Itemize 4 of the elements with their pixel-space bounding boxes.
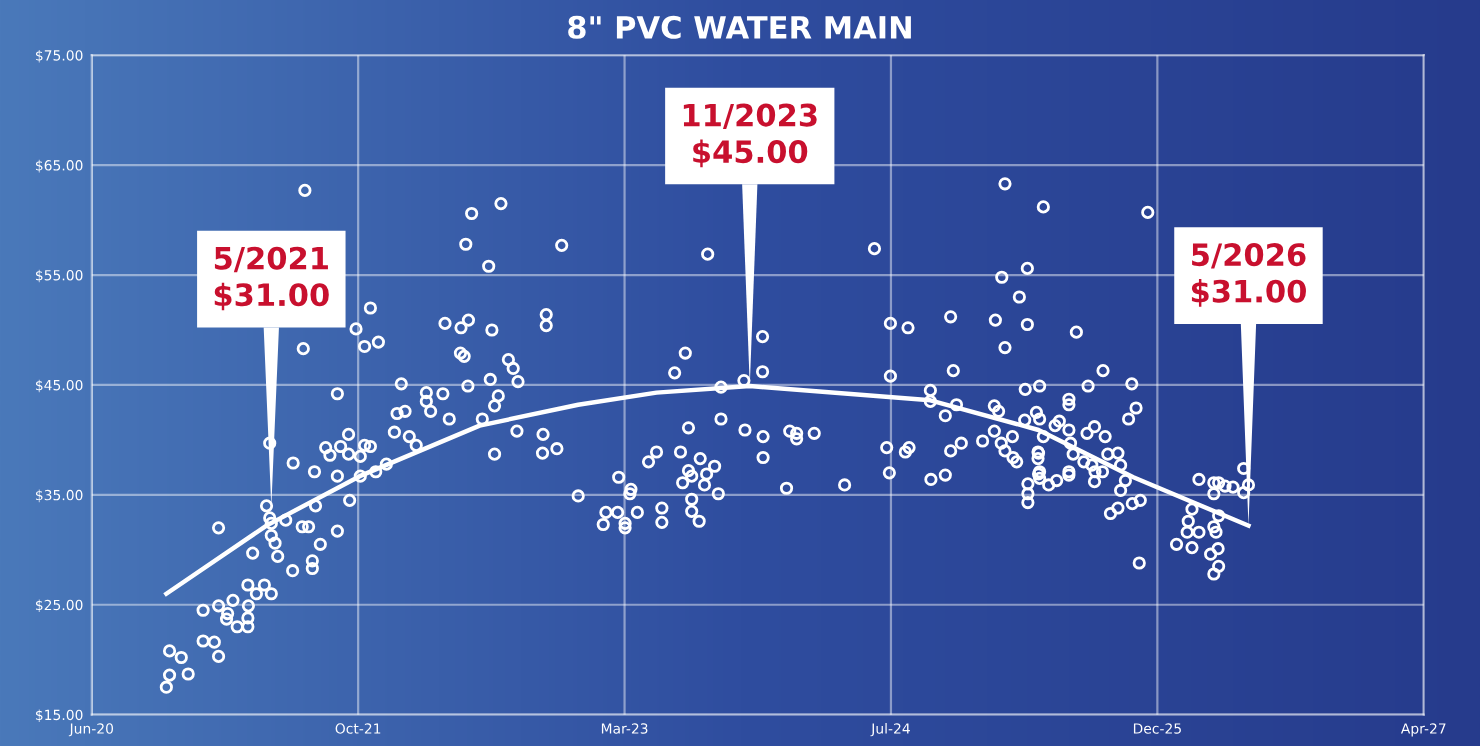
annotation: 5/2026 $31.00	[1191, 243, 1306, 307]
annotation: 11/2023 $45.00	[683, 103, 817, 168]
annotation: 5/2021 $31.00	[214, 246, 329, 311]
chart-title: 8" PVC WATER MAIN	[568, 15, 911, 39]
